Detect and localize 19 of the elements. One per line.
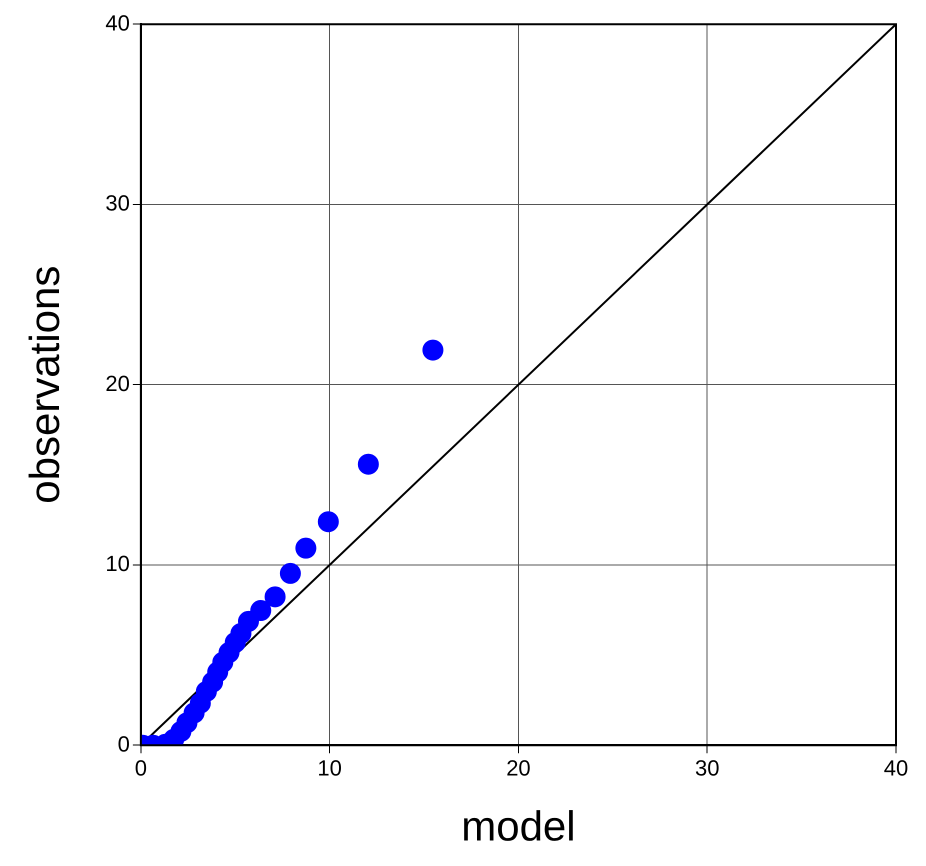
x-tick-label: 20 xyxy=(506,755,531,780)
x-axis-title: model xyxy=(461,802,576,850)
x-tick-label: 30 xyxy=(694,755,720,780)
y-tick-label: 30 xyxy=(105,190,130,216)
y-tick-label: 10 xyxy=(105,551,130,576)
point xyxy=(280,562,301,584)
point xyxy=(318,511,339,532)
y-tick-label: 0 xyxy=(118,731,130,756)
x-tick-label: 0 xyxy=(134,755,147,780)
x-tick-label: 40 xyxy=(884,755,908,780)
point xyxy=(264,586,286,608)
point xyxy=(295,538,316,559)
point xyxy=(358,454,379,475)
point xyxy=(422,340,444,361)
y-axis-title: observations xyxy=(20,266,68,504)
point xyxy=(250,600,272,622)
y-tick-label: 40 xyxy=(105,10,130,36)
x-tick-label: 10 xyxy=(317,755,342,780)
y-tick-label: 20 xyxy=(105,370,130,396)
